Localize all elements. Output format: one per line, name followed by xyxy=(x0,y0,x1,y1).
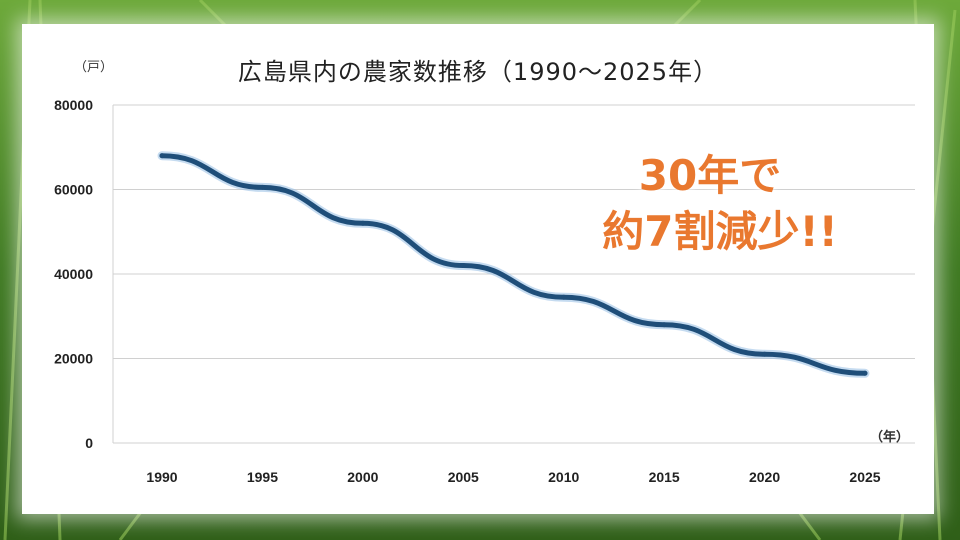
x-tick-label: 1995 xyxy=(247,469,278,485)
series-line xyxy=(159,153,868,376)
y-tick-label: 80000 xyxy=(54,97,93,113)
y-tick-label: 60000 xyxy=(54,182,93,198)
y-axis-unit: （戸） xyxy=(74,60,114,75)
x-tick-label: 2015 xyxy=(649,469,680,485)
x-tick-label: 2025 xyxy=(849,469,880,485)
x-tick-label: 2010 xyxy=(548,469,579,485)
x-tick-label: 2000 xyxy=(347,469,378,485)
data-point xyxy=(561,294,567,300)
y-tick-label: 20000 xyxy=(54,351,93,367)
chart-title: 広島県内の農家数推移（1990～2025年） xyxy=(237,58,719,86)
data-point xyxy=(460,263,466,269)
y-tick-label: 40000 xyxy=(54,266,93,282)
x-tick-label: 1990 xyxy=(146,469,177,485)
annotation-line-2: 約7割減少!! xyxy=(602,207,838,256)
x-tick-label: 2020 xyxy=(749,469,780,485)
data-point xyxy=(762,351,768,357)
annotation-line-1: 30年で xyxy=(638,151,782,200)
data-point xyxy=(360,220,366,226)
x-axis-unit: （年） xyxy=(870,430,910,445)
data-point xyxy=(661,322,667,328)
data-point xyxy=(259,184,265,190)
x-tick-label: 2005 xyxy=(448,469,479,485)
y-tick-label: 0 xyxy=(85,435,93,451)
data-point xyxy=(159,153,165,159)
data-point xyxy=(862,370,868,376)
